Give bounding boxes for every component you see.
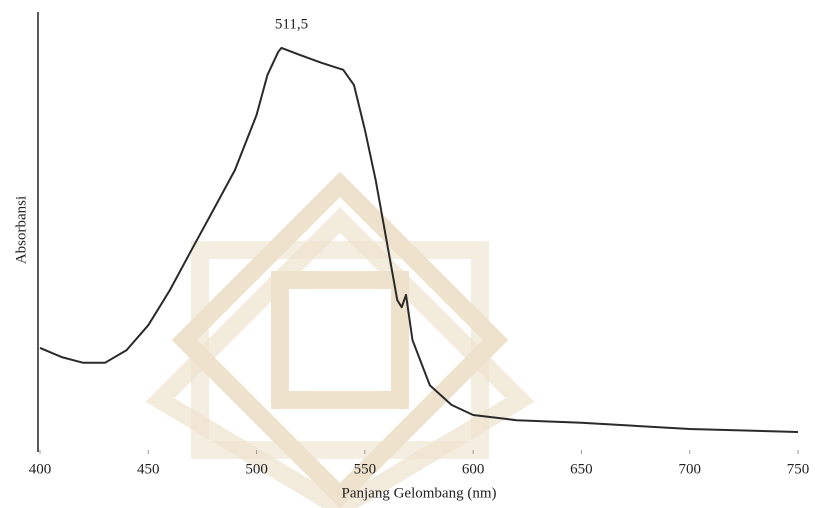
page: {"chart_data": {"type": "line", "x_label… (0, 0, 815, 508)
x-tick-label: 500 (245, 461, 268, 477)
peak-annotation: 511,5 (275, 16, 308, 32)
x-tick-label: 400 (29, 461, 52, 477)
x-tick-label: 700 (678, 461, 701, 477)
spectrum-line (40, 48, 798, 432)
x-tick-label: 600 (462, 461, 485, 477)
watermark (160, 184, 520, 508)
x-tick-label: 450 (137, 461, 160, 477)
x-axis-label: Panjang Gelombang (nm) (342, 485, 497, 501)
chart: Absorbansi Panjang Gelombang (nm) 400 450… (0, 0, 815, 508)
y-axis-label: Absorbansi (13, 196, 29, 264)
x-tick-label: 550 (354, 461, 377, 477)
x-tick-label: 650 (570, 461, 593, 477)
x-tick-label: 750 (787, 461, 810, 477)
